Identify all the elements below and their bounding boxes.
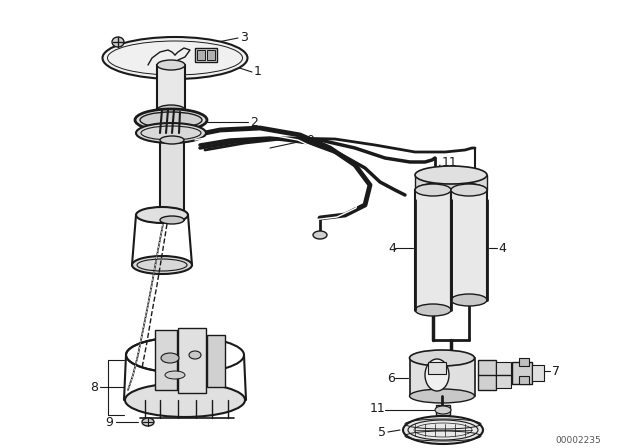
Bar: [519, 376, 529, 384]
Ellipse shape: [451, 184, 487, 196]
Text: 6: 6: [387, 371, 395, 384]
Ellipse shape: [415, 166, 487, 184]
Ellipse shape: [425, 359, 449, 391]
Bar: [478, 360, 496, 390]
Ellipse shape: [415, 304, 451, 316]
Bar: [207, 50, 215, 60]
Bar: [519, 358, 529, 366]
Ellipse shape: [410, 389, 474, 403]
Ellipse shape: [415, 182, 487, 198]
Bar: [207, 335, 225, 387]
Text: 2: 2: [250, 116, 258, 129]
Ellipse shape: [157, 60, 185, 70]
Ellipse shape: [125, 383, 245, 417]
Ellipse shape: [160, 136, 184, 144]
Ellipse shape: [313, 231, 327, 239]
Ellipse shape: [132, 256, 192, 274]
Text: 5: 5: [378, 426, 386, 439]
Ellipse shape: [142, 418, 154, 426]
Bar: [451, 190, 487, 300]
Ellipse shape: [403, 416, 483, 444]
Ellipse shape: [435, 406, 451, 414]
Text: 11: 11: [442, 155, 458, 168]
Ellipse shape: [428, 171, 442, 179]
Text: 7: 7: [552, 365, 560, 378]
Ellipse shape: [165, 371, 185, 379]
Text: 11: 11: [370, 401, 386, 414]
Ellipse shape: [102, 37, 248, 79]
Text: 4: 4: [498, 241, 506, 254]
Text: 00002235: 00002235: [555, 435, 601, 444]
Bar: [195, 48, 217, 62]
Text: 3: 3: [240, 30, 248, 43]
Bar: [157, 65, 185, 110]
Bar: [436, 405, 450, 415]
Bar: [496, 362, 511, 388]
Text: 1: 1: [254, 65, 262, 78]
Bar: [415, 175, 487, 190]
Ellipse shape: [112, 37, 124, 47]
Ellipse shape: [410, 350, 474, 366]
Bar: [410, 358, 475, 396]
Ellipse shape: [451, 294, 487, 306]
Text: 4: 4: [388, 241, 396, 254]
Bar: [197, 50, 205, 60]
Ellipse shape: [136, 123, 206, 143]
Ellipse shape: [189, 351, 201, 359]
Ellipse shape: [161, 353, 179, 363]
Bar: [428, 362, 446, 374]
Ellipse shape: [136, 207, 188, 223]
Ellipse shape: [160, 216, 184, 224]
Ellipse shape: [140, 112, 202, 128]
Bar: [512, 362, 532, 384]
Bar: [415, 190, 451, 310]
Text: 10: 10: [300, 134, 316, 146]
Ellipse shape: [468, 171, 482, 179]
Bar: [155, 330, 177, 390]
Text: 8: 8: [90, 380, 98, 393]
Ellipse shape: [157, 105, 185, 115]
Ellipse shape: [135, 109, 207, 131]
Bar: [160, 140, 184, 220]
Bar: [532, 365, 544, 381]
Text: 9: 9: [105, 415, 113, 428]
Ellipse shape: [415, 184, 451, 196]
Bar: [178, 328, 206, 393]
